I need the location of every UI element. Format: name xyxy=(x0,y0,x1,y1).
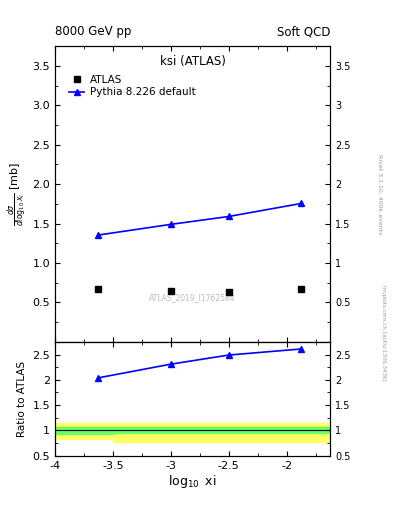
Pythia 8.226 default xyxy=(299,200,303,206)
Y-axis label: $\frac{d\sigma}{d\log_{10}x_{i}}$ [mb]: $\frac{d\sigma}{d\log_{10}x_{i}}$ [mb] xyxy=(6,162,29,226)
Legend: ATLAS, Pythia 8.226 default: ATLAS, Pythia 8.226 default xyxy=(66,72,198,100)
ATLAS xyxy=(226,288,231,294)
Text: Soft QCD: Soft QCD xyxy=(277,26,330,38)
ATLAS xyxy=(299,286,303,292)
Text: ksi (ATLAS): ksi (ATLAS) xyxy=(160,55,226,68)
Text: mcplots.cern.ch [arXiv:1306.3436]: mcplots.cern.ch [arXiv:1306.3436] xyxy=(381,285,386,380)
Line: Pythia 8.226 default: Pythia 8.226 default xyxy=(95,200,305,239)
ATLAS xyxy=(96,286,101,292)
Text: Rivet 3.1.10, 400k events: Rivet 3.1.10, 400k events xyxy=(377,154,382,235)
X-axis label: $\log_{10}$ xi: $\log_{10}$ xi xyxy=(168,473,217,490)
Pythia 8.226 default xyxy=(96,232,101,238)
Pythia 8.226 default xyxy=(226,214,231,220)
Y-axis label: Ratio to ATLAS: Ratio to ATLAS xyxy=(17,361,27,437)
Text: ATLAS_2019_I1762584: ATLAS_2019_I1762584 xyxy=(149,293,236,302)
Line: ATLAS: ATLAS xyxy=(95,285,305,295)
Text: 8000 GeV pp: 8000 GeV pp xyxy=(55,26,131,38)
Pythia 8.226 default xyxy=(169,221,173,227)
ATLAS xyxy=(169,288,173,294)
